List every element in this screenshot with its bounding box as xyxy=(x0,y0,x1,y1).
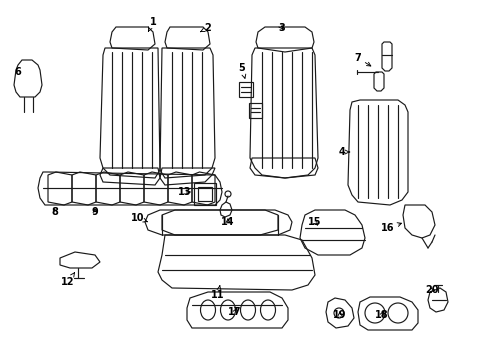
Text: 4: 4 xyxy=(338,147,349,157)
Text: 3: 3 xyxy=(278,23,285,33)
Text: 18: 18 xyxy=(374,310,388,320)
Text: 11: 11 xyxy=(211,286,224,300)
Text: 12: 12 xyxy=(61,273,75,287)
Text: 19: 19 xyxy=(332,310,346,320)
Text: 1: 1 xyxy=(148,17,156,31)
Text: 5: 5 xyxy=(238,63,245,78)
Text: 2: 2 xyxy=(200,23,211,33)
Text: 15: 15 xyxy=(307,217,321,227)
Text: 10: 10 xyxy=(131,213,147,223)
Text: 6: 6 xyxy=(15,67,21,77)
Text: 9: 9 xyxy=(91,207,98,217)
Text: 16: 16 xyxy=(381,223,401,233)
Text: 17: 17 xyxy=(228,307,241,317)
Text: 8: 8 xyxy=(51,207,59,217)
Text: 13: 13 xyxy=(178,187,191,197)
Text: 7: 7 xyxy=(354,53,370,66)
Text: 20: 20 xyxy=(425,285,438,295)
Text: 14: 14 xyxy=(221,217,234,227)
